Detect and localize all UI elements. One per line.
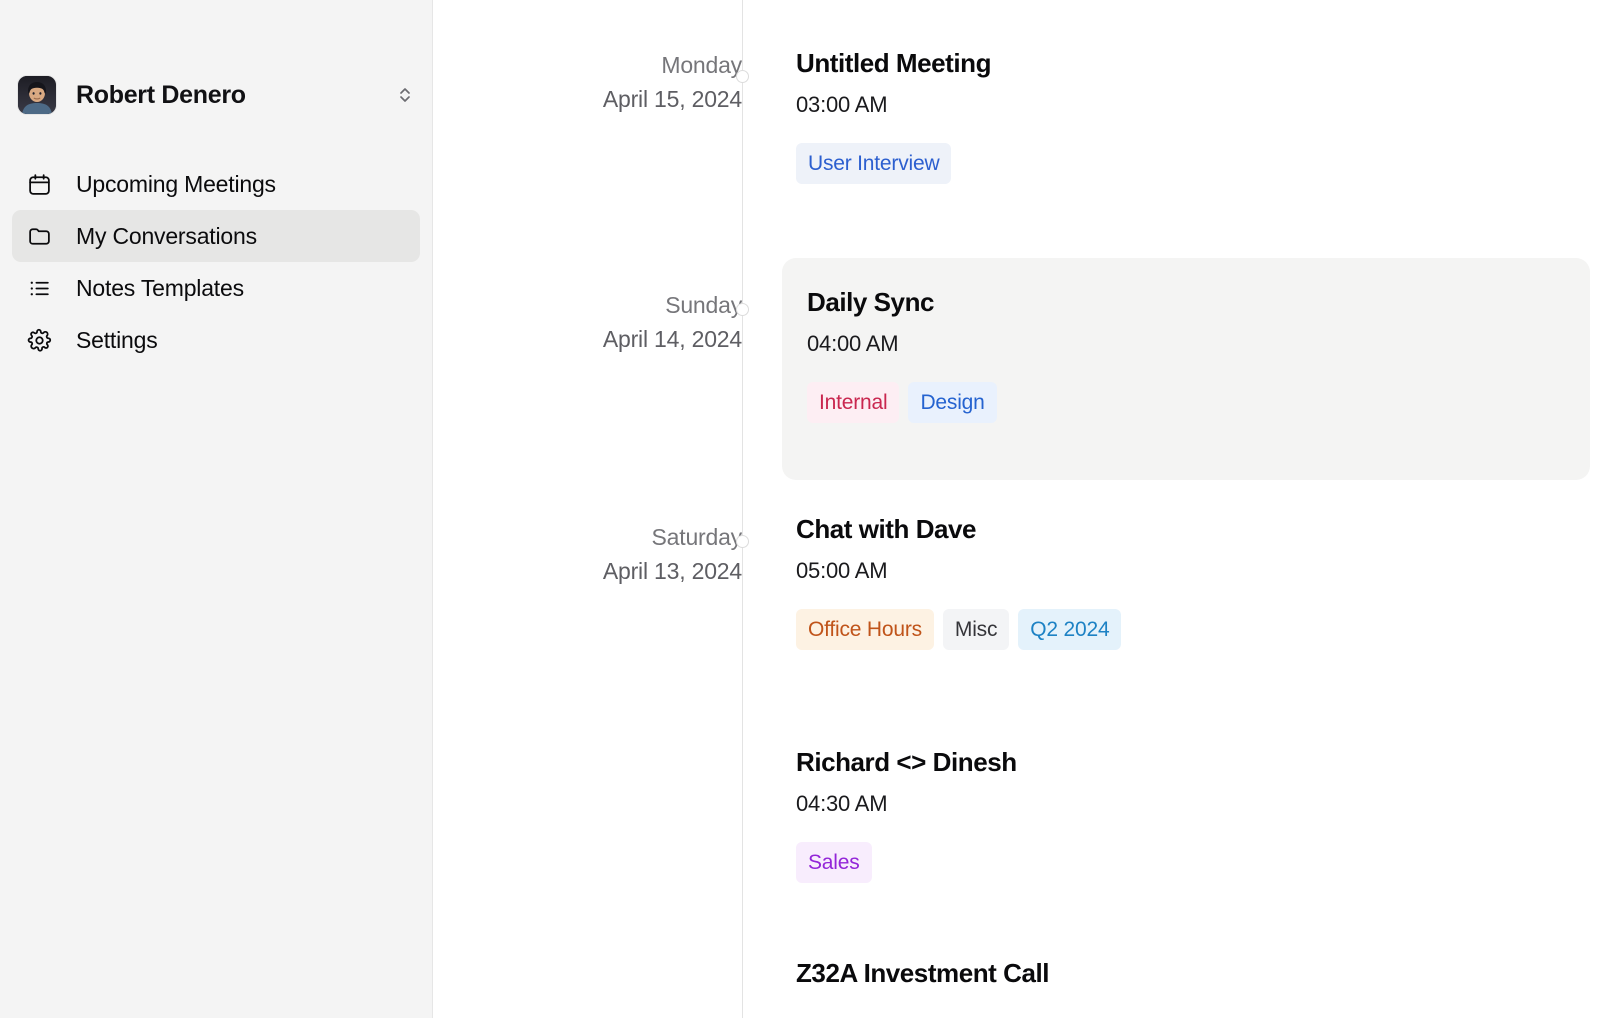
meeting-tag[interactable]: User Interview xyxy=(796,143,952,184)
meeting-card-inner: Richard <> Dinesh 04:30 AM Sales xyxy=(771,749,1590,883)
meeting-card[interactable]: Richard <> Dinesh 04:30 AM Sales xyxy=(771,749,1590,883)
meeting-title: Daily Sync xyxy=(807,287,935,317)
timeline-date: Sunday April 14, 2024 xyxy=(442,294,742,351)
meeting-title: Richard <> Dinesh xyxy=(796,747,1017,777)
meeting-tag[interactable]: Internal xyxy=(807,382,900,423)
meeting-card-inner: Z32A Investment Call xyxy=(771,960,1590,986)
timeline-dot xyxy=(736,303,749,316)
meeting-card-inner: Daily Sync 04:00 AM Internal Design xyxy=(782,258,1590,457)
sidebar-item-my-conversations[interactable]: My Conversations xyxy=(12,210,420,262)
date-full: April 15, 2024 xyxy=(602,86,742,112)
timeline-dot xyxy=(736,70,749,83)
date-weekday: Saturday xyxy=(651,524,743,550)
meeting-tag[interactable]: Office Hours xyxy=(796,609,934,650)
conversations-timeline: Monday April 15, 2024 Untitled Meeting 03:0… xyxy=(433,0,1600,1018)
profile-switcher[interactable]: Robert Denero xyxy=(18,70,416,120)
avatar xyxy=(18,76,56,114)
meeting-time: 05:00 AM xyxy=(796,558,888,583)
folder-icon xyxy=(26,223,52,249)
calendar-icon xyxy=(26,171,52,197)
timeline-axis xyxy=(742,0,743,1018)
timeline-dot xyxy=(736,535,749,548)
meeting-time: 03:00 AM xyxy=(796,92,888,117)
meeting-card[interactable]: Untitled Meeting 03:00 AM User Interview xyxy=(771,50,1590,184)
date-weekday: Monday xyxy=(661,52,742,78)
sidebar-item-label: Upcoming Meetings xyxy=(76,170,276,197)
meeting-card[interactable]: Z32A Investment Call xyxy=(771,960,1590,986)
meeting-tag[interactable]: Misc xyxy=(942,609,1010,650)
meeting-tags: Office Hours Misc Q2 2024 xyxy=(796,609,1590,650)
meeting-card-inner: Chat with Dave 05:00 AM Office Hours Misc Q2… xyxy=(771,516,1590,650)
sidebar-item-settings[interactable]: Settings xyxy=(12,314,420,366)
meeting-tag[interactable]: Sales xyxy=(796,842,872,883)
meeting-title: Chat with Dave xyxy=(796,514,977,544)
date-weekday: Sunday xyxy=(665,292,742,318)
profile-name: Robert Denero xyxy=(76,80,246,109)
meeting-tags: User Interview xyxy=(796,143,1590,184)
gear-icon xyxy=(26,327,52,353)
meeting-card[interactable]: Chat with Dave 05:00 AM Office Hours Misc Q2… xyxy=(771,516,1590,650)
meeting-title: Untitled Meeting xyxy=(796,48,992,78)
meeting-tag[interactable]: Design xyxy=(908,382,997,423)
sidebar-nav: Upcoming Meetings My Conversations xyxy=(0,158,432,366)
meeting-time: 04:00 AM xyxy=(807,331,899,356)
meeting-tags: Sales xyxy=(796,842,1590,883)
meeting-time: 04:30 AM xyxy=(796,791,888,816)
meeting-card-selected[interactable]: Daily Sync 04:00 AM Internal Design xyxy=(782,258,1590,480)
sidebar-item-upcoming-meetings[interactable]: Upcoming Meetings xyxy=(12,158,420,210)
sidebar-item-label: My Conversations xyxy=(76,222,257,249)
date-full: April 13, 2024 xyxy=(602,558,742,584)
sidebar-item-notes-templates[interactable]: Notes Templates xyxy=(12,262,420,314)
meeting-tags: Internal Design xyxy=(807,382,1590,423)
bottom-fade xyxy=(433,992,1600,1018)
sidebar-item-label: Notes Templates xyxy=(76,274,244,301)
chevron-up-down-icon[interactable] xyxy=(394,80,416,110)
timeline-date: Saturday April 13, 2024 xyxy=(442,526,742,583)
meeting-tag[interactable]: Q2 2024 xyxy=(1018,609,1122,650)
timeline-date: Monday April 15, 2024 xyxy=(442,54,742,111)
list-icon xyxy=(26,275,52,301)
date-full: April 14, 2024 xyxy=(602,326,742,352)
meeting-title: Z32A Investment Call xyxy=(796,958,1050,988)
sidebar-item-label: Settings xyxy=(76,326,158,353)
sidebar: Robert Denero Upcoming Meet xyxy=(0,0,433,1018)
user-photo-avatar xyxy=(18,76,56,114)
meeting-card-inner: Untitled Meeting 03:00 AM User Interview xyxy=(771,50,1590,184)
